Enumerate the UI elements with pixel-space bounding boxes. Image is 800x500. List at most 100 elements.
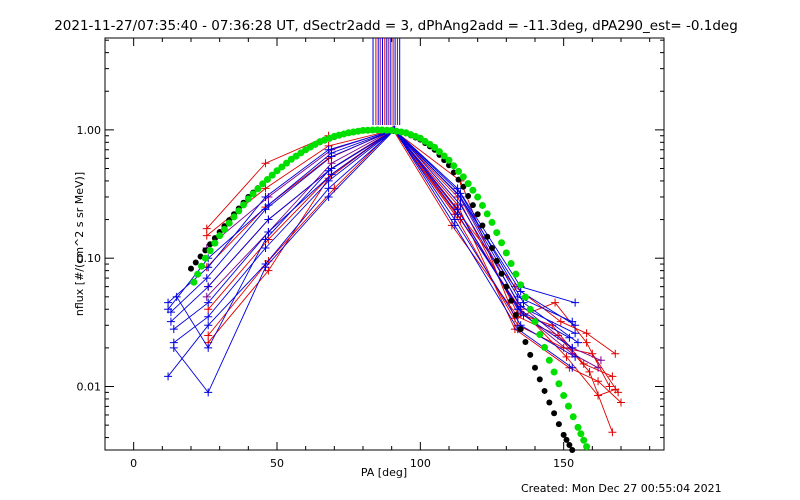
series-line (173, 129, 576, 358)
green-curve-point (273, 167, 281, 175)
series-line (176, 129, 570, 349)
green-curve-point (555, 380, 563, 388)
green-curve-point (531, 318, 539, 326)
series-point (513, 305, 522, 314)
axis-ticks-group: 0 50 100 150 1.00 0.10 0.01 (77, 38, 664, 470)
green-curve-point (194, 270, 202, 278)
x-tick-label: 100 (410, 457, 431, 470)
black-curve-point (536, 376, 543, 383)
series-point (571, 329, 580, 338)
series-point (571, 321, 580, 330)
series-point (565, 333, 574, 342)
series-point (582, 338, 591, 347)
green-curve-point (190, 278, 198, 286)
black-curve-point (512, 311, 519, 318)
black-curve-point (479, 222, 486, 229)
x-axis-label: PA [deg] (361, 466, 407, 479)
y-tick-label: 0.01 (77, 381, 102, 394)
green-curve-point (216, 232, 224, 240)
green-curve-point (254, 185, 262, 193)
series-point (611, 385, 620, 394)
black-curve-point (489, 245, 495, 252)
green-curve-point (278, 163, 286, 171)
series-point (579, 359, 588, 368)
black-curve-point (517, 326, 524, 333)
green-curve-point (536, 331, 544, 339)
series-point (594, 377, 603, 386)
black-curve-point (522, 339, 529, 346)
green-curve-point (577, 430, 585, 438)
green-curve-point (283, 159, 291, 167)
green-curve-point (478, 201, 486, 209)
x-tick-label: 0 (130, 457, 137, 470)
green-curve-point (564, 402, 572, 410)
series-point (605, 382, 614, 391)
x-tick-label: 50 (270, 457, 284, 470)
series-point (172, 292, 181, 301)
series-group (164, 125, 625, 437)
series-line (206, 129, 613, 377)
series-point (327, 149, 336, 158)
black-curve-point (460, 183, 467, 190)
series-point (453, 205, 462, 214)
green-curve-group (190, 126, 591, 451)
series-point (202, 292, 211, 301)
green-curve-point (225, 219, 233, 227)
black-curve-point (541, 387, 548, 394)
black-curve-point (569, 447, 576, 453)
series-point (204, 321, 213, 330)
series-point (169, 343, 178, 352)
series-point (556, 317, 565, 326)
series-point (594, 363, 603, 372)
black-curve-point (202, 247, 209, 254)
green-curve-point (244, 195, 252, 203)
green-curve-point (493, 229, 501, 237)
series-point (261, 159, 270, 168)
series-point (324, 166, 333, 175)
series-point (164, 372, 173, 381)
series-line (167, 129, 579, 343)
series-point (202, 224, 211, 233)
series-point (169, 325, 178, 334)
series-point (261, 244, 270, 253)
vertical-lines-group (372, 38, 401, 125)
series-point (516, 287, 525, 296)
black-curve-point (188, 265, 194, 272)
green-curve-point (512, 270, 520, 278)
series-point (164, 305, 173, 314)
black-curve-point (508, 297, 515, 304)
series-line (173, 129, 576, 394)
series-point (261, 192, 270, 201)
series-point (571, 298, 580, 307)
y-tick-label: 1.00 (77, 124, 102, 137)
black-curve-point (527, 351, 534, 358)
green-curve-point (469, 186, 477, 194)
green-curve-point (583, 443, 591, 451)
series-line (167, 129, 576, 304)
green-curve-point (521, 293, 529, 301)
series-point (551, 298, 560, 307)
series-point (204, 298, 213, 307)
green-curve-point (440, 152, 448, 160)
series-line (167, 129, 573, 377)
series-point (568, 363, 577, 372)
green-curve-point (502, 249, 510, 257)
black-curve-point (469, 202, 476, 209)
series-point (264, 227, 273, 236)
series-point (202, 274, 211, 283)
green-curve-point (240, 201, 248, 209)
series-point (324, 184, 333, 193)
series-line (207, 129, 622, 403)
green-curve-point (560, 392, 568, 400)
green-curve-point (459, 173, 467, 181)
series-line (206, 129, 610, 387)
created-footer: Created: Mon Dec 27 00:55:04 2021 (521, 482, 722, 495)
green-curve-point (431, 143, 439, 151)
green-curve-point (483, 210, 491, 218)
series-point (261, 235, 270, 244)
series-point (611, 349, 620, 358)
series-point (574, 338, 582, 347)
series-point (456, 200, 465, 209)
green-curve-point (211, 239, 219, 247)
